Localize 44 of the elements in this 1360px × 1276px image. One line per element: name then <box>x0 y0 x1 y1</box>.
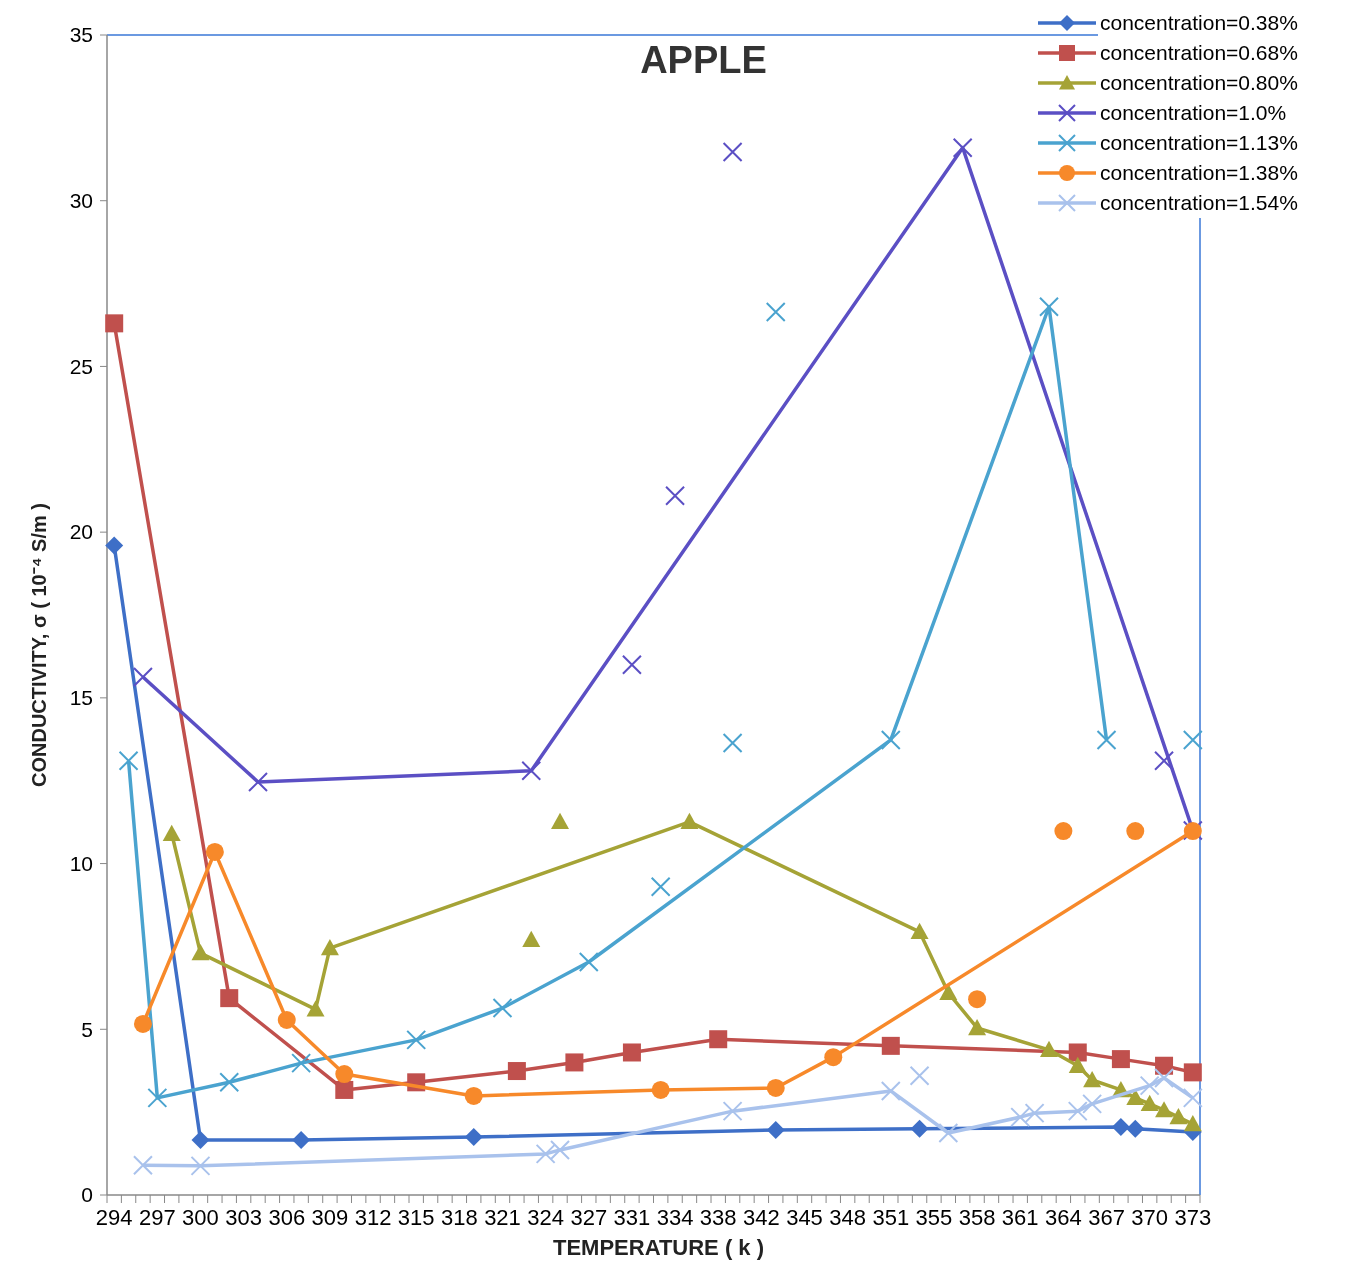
x-tick-label: 327 <box>570 1205 608 1230</box>
x-tick-label: 315 <box>397 1205 435 1230</box>
x-tick-label: 364 <box>1045 1205 1082 1230</box>
x-tick-label: 338 <box>699 1205 737 1230</box>
x-tick-label: 342 <box>743 1205 780 1230</box>
x-tick-label: 309 <box>311 1205 349 1230</box>
x-tick-label: 303 <box>225 1205 262 1230</box>
y-tick-label: 15 <box>69 686 93 710</box>
x-tick-label: 306 <box>268 1205 306 1230</box>
x-tick-label: 334 <box>656 1205 694 1230</box>
x-tick-label: 321 <box>484 1205 521 1230</box>
x-tick-label: 312 <box>354 1205 392 1230</box>
legend-label: concentration=0.80% <box>1100 71 1298 95</box>
x-tick-label: 300 <box>182 1205 219 1230</box>
y-tick-label: 35 <box>69 23 93 47</box>
x-tick-label: 348 <box>829 1205 867 1230</box>
legend-label: concentration=0.38% <box>1100 11 1298 35</box>
legend-label: concentration=1.54% <box>1100 191 1298 215</box>
chart-title: APPLE <box>640 39 767 81</box>
x-tick-label: 355 <box>915 1205 953 1230</box>
y-tick-label: 25 <box>69 354 93 378</box>
legend-label: concentration=1.13% <box>1100 131 1298 155</box>
x-tick-label: 370 <box>1131 1205 1169 1230</box>
legend-label: concentration=1.38% <box>1100 161 1298 185</box>
x-tick-label: 367 <box>1088 1205 1125 1230</box>
y-tick-label: 0 <box>81 1183 93 1207</box>
x-tick-label: 358 <box>958 1205 996 1230</box>
y-tick-label: 10 <box>69 851 93 875</box>
x-tick-label: 373 <box>1174 1205 1212 1230</box>
x-tick-label: 361 <box>1001 1205 1039 1230</box>
x-tick-label: 331 <box>613 1205 651 1230</box>
x-axis-title: TEMPERATURE ( k ) <box>552 1235 765 1260</box>
x-tick-label: 351 <box>872 1205 910 1230</box>
y-tick-label: 20 <box>69 520 93 544</box>
y-tick-label: 5 <box>81 1017 93 1041</box>
legend-label: concentration=0.68% <box>1100 41 1298 65</box>
x-tick-label: 297 <box>138 1205 176 1230</box>
x-tick-label: 345 <box>786 1205 823 1230</box>
x-tick-label: 318 <box>440 1205 478 1230</box>
y-axis-title: CONDUCTIVITY, σ ( 10⁻⁴ S/m ) <box>28 503 50 787</box>
y-tick-label: 30 <box>69 189 93 213</box>
legend-label: concentration=1.0% <box>1100 101 1287 125</box>
x-tick-label: 294 <box>95 1205 133 1230</box>
x-tick-label: 324 <box>527 1205 564 1230</box>
